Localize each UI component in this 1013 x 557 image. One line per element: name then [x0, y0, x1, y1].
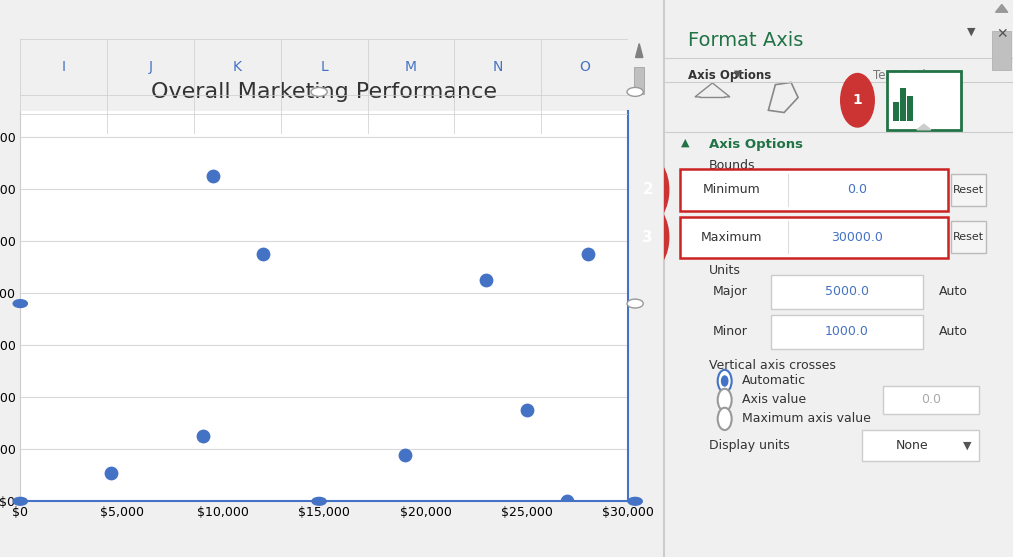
Circle shape [841, 74, 874, 127]
Text: ▼: ▼ [966, 27, 976, 37]
Text: Reset: Reset [952, 232, 984, 242]
Text: L: L [320, 60, 328, 74]
Text: O: O [579, 60, 591, 74]
FancyBboxPatch shape [634, 67, 644, 95]
Circle shape [627, 204, 669, 271]
Circle shape [717, 408, 731, 430]
Text: 0.0: 0.0 [848, 183, 867, 197]
Point [103, 468, 120, 477]
Bar [992, 31, 1011, 70]
Text: N: N [492, 60, 503, 74]
Text: 1: 1 [853, 93, 862, 108]
Text: Vertical axis crosses: Vertical axis crosses [709, 359, 836, 372]
Text: Automatic: Automatic [743, 374, 806, 388]
Point [205, 172, 221, 181]
Text: Major: Major [712, 285, 748, 299]
Text: Maximum: Maximum [701, 231, 763, 244]
FancyBboxPatch shape [951, 221, 986, 253]
Text: ✕: ✕ [997, 27, 1008, 41]
FancyBboxPatch shape [887, 71, 960, 130]
Bar [908, 96, 913, 121]
Text: M: M [405, 60, 417, 74]
Text: 3: 3 [642, 230, 653, 245]
Text: Auto: Auto [939, 285, 968, 299]
Text: Minimum: Minimum [703, 183, 761, 197]
Point [519, 406, 535, 415]
Text: Axis Options: Axis Options [709, 138, 803, 151]
Point [255, 250, 271, 259]
Text: 2: 2 [642, 183, 653, 197]
Point [397, 450, 413, 459]
Text: Text Options: Text Options [873, 69, 946, 81]
Point [194, 432, 211, 441]
Text: None: None [895, 439, 928, 452]
Title: Overall Marketing Performance: Overall Marketing Performance [151, 81, 497, 101]
Text: Axis Options: Axis Options [688, 69, 771, 81]
Text: 5000.0: 5000.0 [825, 285, 869, 299]
Text: 0.0: 0.0 [921, 393, 941, 407]
FancyBboxPatch shape [882, 386, 980, 414]
FancyBboxPatch shape [951, 174, 986, 206]
Text: 1000.0: 1000.0 [825, 325, 869, 339]
Polygon shape [996, 4, 1008, 12]
Text: ▼: ▼ [709, 69, 742, 79]
Text: Display units: Display units [709, 439, 790, 452]
Text: 30000.0: 30000.0 [832, 231, 883, 244]
Circle shape [717, 370, 731, 392]
Polygon shape [635, 43, 643, 57]
Bar [893, 102, 899, 121]
Text: Axis value: Axis value [743, 393, 806, 407]
Text: Minor: Minor [712, 325, 748, 339]
Text: Maximum axis value: Maximum axis value [743, 412, 871, 426]
Bar [901, 88, 906, 121]
Text: I: I [62, 60, 66, 74]
Point [478, 276, 494, 285]
Point [559, 497, 575, 506]
Bar [991, 0, 1013, 557]
Text: Format Axis: Format Axis [688, 31, 803, 50]
Text: Bounds: Bounds [709, 159, 756, 172]
Text: Reset: Reset [952, 185, 984, 195]
Circle shape [627, 157, 669, 223]
Circle shape [717, 389, 731, 411]
FancyBboxPatch shape [680, 169, 947, 211]
Text: K: K [233, 60, 242, 74]
Text: Units: Units [709, 264, 741, 277]
FancyBboxPatch shape [771, 275, 923, 309]
Text: ▲: ▲ [681, 138, 690, 148]
FancyBboxPatch shape [862, 430, 980, 461]
Text: ▼: ▼ [963, 441, 971, 451]
Polygon shape [917, 124, 931, 130]
Circle shape [721, 376, 727, 386]
FancyBboxPatch shape [680, 217, 947, 258]
Text: Auto: Auto [939, 325, 968, 339]
FancyBboxPatch shape [771, 315, 923, 349]
Text: J: J [149, 60, 153, 74]
Point [579, 250, 596, 259]
